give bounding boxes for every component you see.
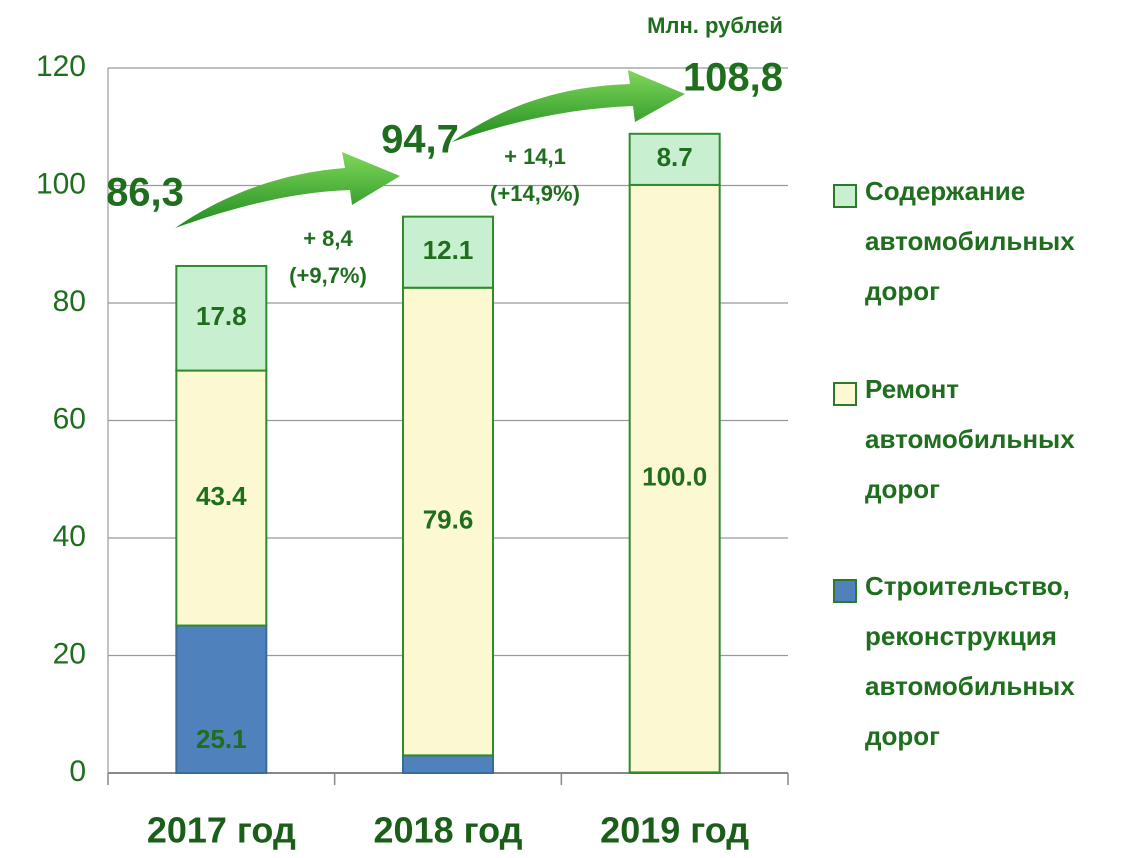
data-label: 100.0	[642, 462, 707, 492]
data-label: 79.6	[423, 504, 474, 534]
legend-label: Содержание автомобильных дорог	[865, 176, 1075, 306]
change-annotation: (+9,7%)	[289, 263, 367, 288]
y-tick-label: 80	[53, 285, 86, 318]
y-tick-label: 120	[36, 50, 86, 83]
arrows	[175, 70, 685, 228]
data-label: 12.1	[423, 235, 474, 265]
y-tick-label: 20	[53, 637, 86, 670]
y-tick-label: 60	[53, 402, 86, 435]
data-label: 8.7	[657, 142, 693, 172]
growth-arrow	[452, 70, 685, 142]
x-tick-label: 2019 год	[600, 810, 749, 851]
y-tick-label: 40	[53, 520, 86, 553]
legend-swatch	[833, 184, 857, 208]
data-label: 25.1	[196, 724, 247, 754]
legend-swatch	[833, 382, 857, 406]
bar-segment	[402, 754, 494, 774]
change-annotation: + 8,4	[303, 226, 353, 251]
legend-swatch	[833, 579, 857, 603]
x-tick-label: 2018 год	[374, 810, 523, 851]
bar-segment	[628, 132, 721, 186]
legend-label: Строительство, реконструкция автомобильн…	[865, 571, 1075, 751]
bar-segment	[175, 369, 268, 627]
data-label: 43.4	[196, 481, 247, 511]
legend-entry: Ремонт автомобильных дорог	[833, 374, 1075, 514]
total-label: 86,3	[106, 171, 184, 215]
bar-segment	[402, 215, 494, 289]
change-annotation: + 14,1	[504, 144, 566, 169]
bar-segment	[175, 624, 268, 774]
data-label: 17.8	[196, 301, 247, 331]
legend-entry: Строительство, реконструкция автомобильн…	[833, 571, 1075, 761]
y-tick-label: 100	[36, 167, 86, 200]
y-tick-label: 0	[69, 755, 86, 788]
legend-entry: Содержание автомобильных дорог	[833, 176, 1075, 316]
x-tick-label: 2017 год	[147, 810, 296, 851]
growth-arrow	[175, 152, 400, 228]
unit-label: Млн. рублей	[647, 13, 783, 38]
legend-label: Ремонт автомобильных дорог	[865, 374, 1075, 504]
bar-segment	[175, 264, 268, 372]
total-label: 108,8	[683, 56, 783, 100]
change-annotation: (+14,9%)	[490, 181, 580, 206]
total-label: 94,7	[381, 118, 459, 162]
